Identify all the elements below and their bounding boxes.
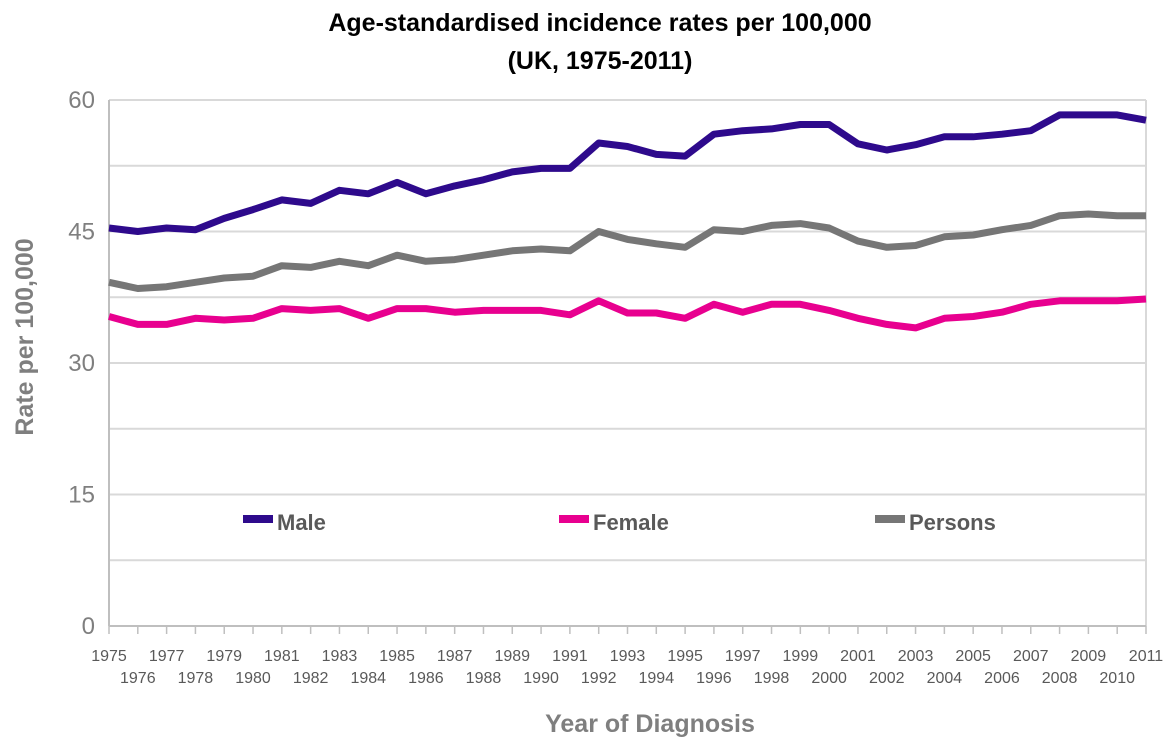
x-tick-labels: 1975 1976 1977 1978 1979 1980 1981 1982 1983 1984… <box>91 648 1163 687</box>
y-tick-label: 15 <box>68 482 95 509</box>
x-tick-label: 1987 <box>437 648 473 665</box>
gridlines <box>109 99 1147 627</box>
x-tick-label: 1984 <box>350 670 386 687</box>
x-tick-label: 1985 <box>379 648 415 665</box>
series-lines <box>108 111 1147 332</box>
x-tick-label: 1991 <box>552 648 588 665</box>
x-tick-label: 1981 <box>264 648 300 665</box>
x-tick-label: 1989 <box>494 648 530 665</box>
legend: Male Female Persons <box>243 510 996 535</box>
y-tick-label: 60 <box>68 87 95 114</box>
x-tick-label: 1994 <box>639 670 675 687</box>
series-line-persons <box>108 210 1146 292</box>
y-axis-label: Rate per 100,000 <box>11 238 39 435</box>
x-tick-label: 1975 <box>91 648 127 665</box>
x-tick-label: 2003 <box>898 648 934 665</box>
series-line-male <box>108 111 1147 235</box>
x-tick-label: 1993 <box>610 648 646 665</box>
x-tick-label: 2011 <box>1129 648 1164 665</box>
series-line-female <box>108 295 1147 332</box>
x-tick-label: 2010 <box>1099 670 1135 687</box>
y-tick-label: 0 <box>82 613 95 640</box>
x-tick-label: 1982 <box>293 670 329 687</box>
x-tick-label: 1999 <box>783 648 819 665</box>
x-tick-label: 1996 <box>696 670 732 687</box>
x-tick-label: 1983 <box>322 648 358 665</box>
x-tick-label: 1997 <box>725 648 761 665</box>
x-tick-label: 1990 <box>523 670 559 687</box>
x-tick-label: 1992 <box>581 670 617 687</box>
x-tick-label: 2005 <box>955 648 991 665</box>
x-tick-label: 1998 <box>754 670 790 687</box>
title-line-2: (UK, 1975-2011) <box>507 47 693 75</box>
x-tick-label: 2009 <box>1071 648 1107 665</box>
y-tick-labels: 0 15 30 45 60 <box>68 87 95 640</box>
x-tick-label: 2008 <box>1042 670 1078 687</box>
x-tick-label: 1978 <box>178 670 214 687</box>
x-tick-label: 1980 <box>235 670 271 687</box>
x-tick-label: 1977 <box>149 648 185 665</box>
axes <box>108 100 1147 634</box>
x-tick-label: 1976 <box>120 670 156 687</box>
x-tick-label: 1995 <box>667 648 703 665</box>
x-tick-label: 1986 <box>408 670 444 687</box>
x-tick-label: 2006 <box>984 670 1020 687</box>
title-line-1: Age-standardised incidence rates per 100… <box>328 9 872 37</box>
x-tick-label: 2007 <box>1013 648 1049 665</box>
x-tick-label: 2004 <box>927 670 963 687</box>
x-tick-label: 2002 <box>869 670 905 687</box>
x-tick-label: 2001 <box>840 648 876 665</box>
x-tick-label: 1988 <box>466 670 502 687</box>
legend-label-male: Male <box>277 510 326 535</box>
x-tick-label: 1979 <box>206 648 242 665</box>
legend-label-female: Female <box>593 510 669 535</box>
y-tick-label: 30 <box>68 350 95 377</box>
chart-title: Age-standardised incidence rates per 100… <box>0 4 1176 80</box>
y-tick-label: 45 <box>68 219 95 246</box>
x-axis-label: Year of Diagnosis <box>545 710 755 738</box>
legend-label-persons: Persons <box>909 510 996 535</box>
x-tick-label: 2000 <box>811 670 847 687</box>
